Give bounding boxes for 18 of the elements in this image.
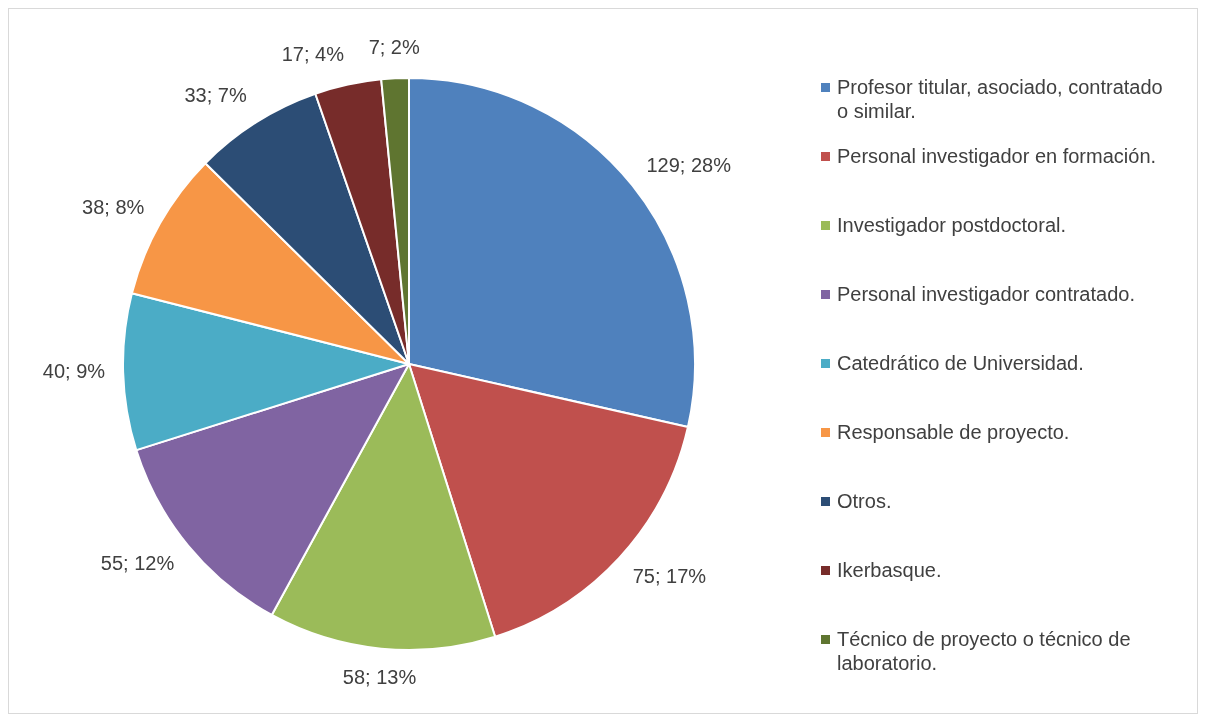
legend-label: Personal investigador contratado. <box>837 282 1135 306</box>
legend-label: Catedrático de Universidad. <box>837 351 1084 375</box>
legend-label: Profesor titular, asociado, contratado o similar. <box>837 75 1164 123</box>
data-label: 7; 2% <box>368 35 420 58</box>
legend-label: Personal investigador en formación. <box>837 144 1157 168</box>
data-label: 58; 13% <box>342 666 417 689</box>
legend-label: Técnico de proyecto o técnico de laboratorio. <box>837 627 1132 675</box>
data-label: 33; 7% <box>184 84 247 107</box>
legend-label: Ikerbasque. <box>837 558 942 582</box>
legend-label: Responsable de proyecto. <box>837 420 1070 444</box>
data-label: 129; 28% <box>646 154 732 177</box>
data-label: 17; 4% <box>281 42 345 65</box>
legend-label: Otros. <box>837 489 892 513</box>
data-label: 38; 8% <box>82 196 145 219</box>
legend-label: Investigador postdoctoral. <box>837 213 1067 237</box>
data-label: 75; 17% <box>632 565 707 588</box>
data-label: 55; 12% <box>100 552 175 575</box>
data-label: 40; 9% <box>42 360 106 383</box>
